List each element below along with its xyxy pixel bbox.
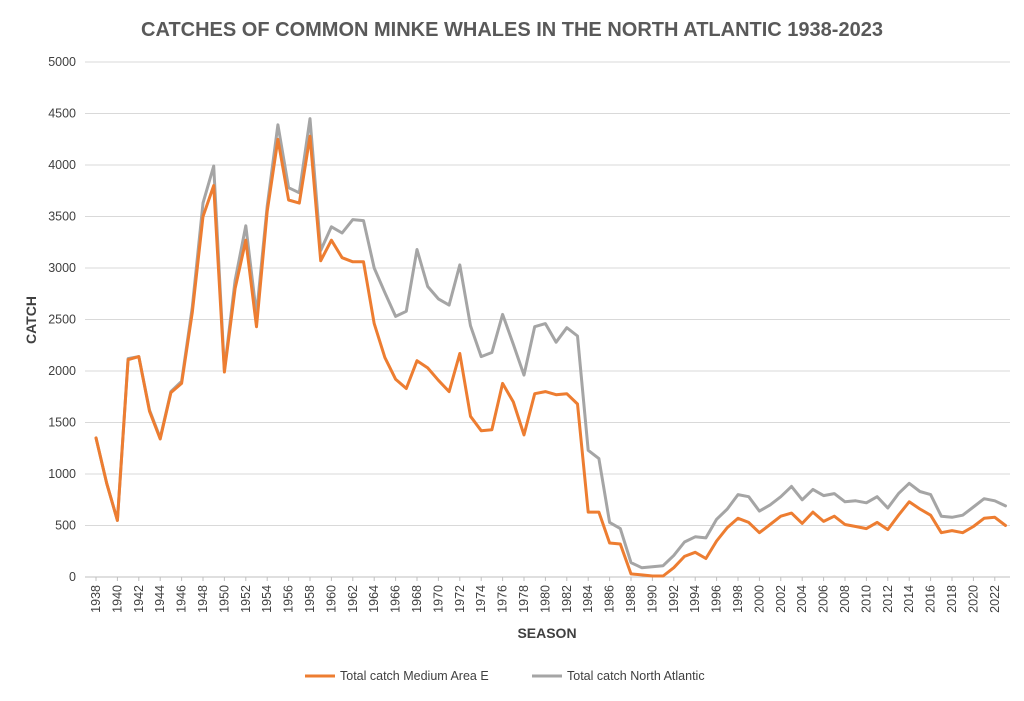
y-tick-label: 1500	[48, 416, 76, 430]
x-tick-label: 2022	[988, 585, 1002, 613]
x-tick-label: 2020	[966, 585, 980, 613]
x-tick-label: 1970	[431, 585, 445, 613]
y-tick-label: 5000	[48, 55, 76, 69]
x-tick-label: 1996	[710, 585, 724, 613]
x-tick-label: 1962	[346, 585, 360, 613]
y-tick-label: 1000	[48, 467, 76, 481]
x-tick-label: 1940	[110, 585, 124, 613]
y-tick-label: 4000	[48, 158, 76, 172]
x-tick-label: 1952	[239, 585, 253, 613]
x-tick-label: 1964	[367, 585, 381, 613]
x-tick-label: 2016	[924, 585, 938, 613]
x-tick-label: 1990	[645, 585, 659, 613]
x-tick-label: 1950	[217, 585, 231, 613]
legend: Total catch Medium Area E Total catch Nor…	[305, 669, 705, 683]
y-tick-label: 2500	[48, 313, 76, 327]
y-tick-label: 500	[55, 519, 76, 533]
x-tick-label: 1994	[688, 585, 702, 613]
legend-label-2: Total catch North Atlantic	[567, 669, 705, 683]
x-tick-label: 1958	[303, 585, 317, 613]
legend-label-1: Total catch Medium Area E	[340, 669, 489, 683]
x-tick-label: 2006	[817, 585, 831, 613]
x-tick-label: 1984	[581, 585, 595, 613]
x-tick-label: 1966	[389, 585, 403, 613]
x-tick-label: 1942	[132, 585, 146, 613]
x-tick-label: 1972	[453, 585, 467, 613]
x-tick-label: 2012	[881, 585, 895, 613]
x-tick-label: 1998	[731, 585, 745, 613]
x-tick-label: 1954	[260, 585, 274, 613]
series-line-1	[94, 134, 1007, 578]
x-tick-label: 1968	[410, 585, 424, 613]
x-tick-label: 2004	[795, 585, 809, 613]
x-tick-label: 2002	[774, 585, 788, 613]
x-tick-label: 1988	[624, 585, 638, 613]
x-tick-label: 1982	[560, 585, 574, 613]
x-tick-label: 1978	[517, 585, 531, 613]
x-tick-label: 2010	[859, 585, 873, 613]
x-tick-label: 1980	[538, 585, 552, 613]
y-tick-label: 4500	[48, 107, 76, 121]
x-tick-label: 1946	[175, 585, 189, 613]
x-tick-label: 1944	[153, 585, 167, 613]
series-lines	[94, 117, 1007, 578]
y-tick-label: 3500	[48, 210, 76, 224]
y-tick-label: 0	[69, 570, 76, 584]
x-axis-ticks: 1938 1940 1942 1944 1946 1948 1950 1952 1954 1956…	[89, 577, 1002, 613]
y-tick-label: 2000	[48, 364, 76, 378]
chart-title: CATCHES OF COMMON MINKE WHALES IN THE NO…	[141, 19, 883, 41]
x-tick-label: 2000	[752, 585, 766, 613]
y-axis-title: CATCH	[23, 296, 39, 344]
gridlines	[85, 61, 1010, 526]
x-tick-label: 1974	[474, 585, 488, 613]
x-tick-label: 1956	[282, 585, 296, 613]
x-tick-label: 1938	[89, 585, 103, 613]
x-tick-label: 2018	[945, 585, 959, 613]
x-tick-label: 1976	[496, 585, 510, 613]
y-axis-ticks: 0 500 1000 1500 2000 2500 3000 3500 4000 4500 5000	[48, 55, 76, 584]
y-tick-label: 3000	[48, 261, 76, 275]
x-tick-label: 2008	[838, 585, 852, 613]
x-tick-label: 1992	[667, 585, 681, 613]
x-tick-label: 1986	[603, 585, 617, 613]
series-line-2	[94, 117, 1007, 570]
x-tick-label: 1948	[196, 585, 210, 613]
x-tick-label: 1960	[324, 585, 338, 613]
x-axis-title: SEASON	[517, 625, 576, 641]
x-tick-label: 2014	[902, 585, 916, 613]
